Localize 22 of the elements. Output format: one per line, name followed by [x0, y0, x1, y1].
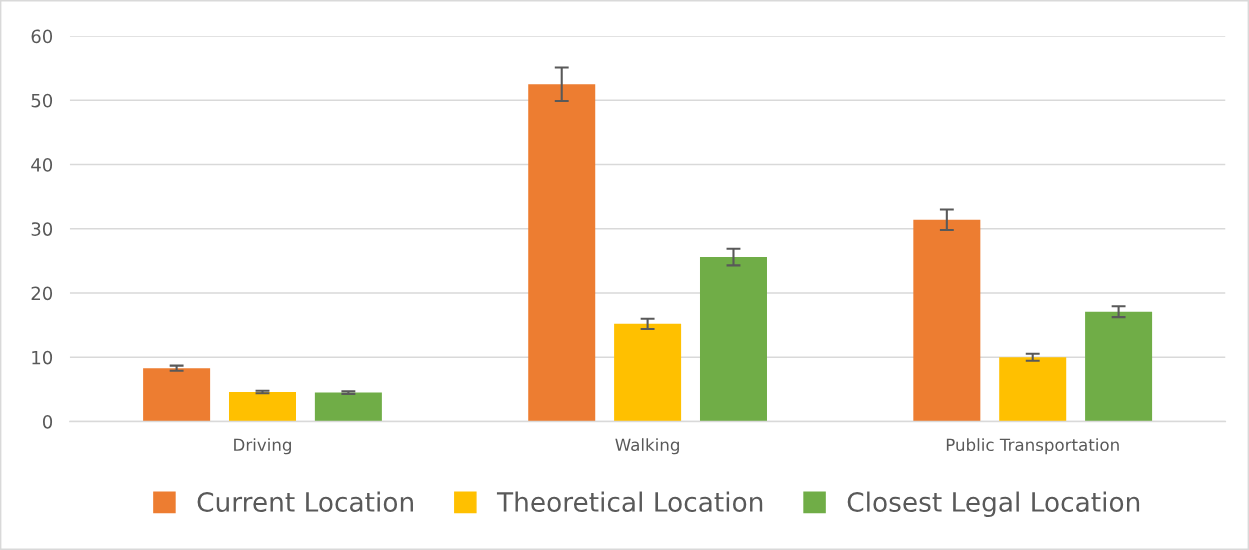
legend-label: Closest Legal Location [847, 491, 1140, 518]
bar [614, 323, 682, 422]
bar [228, 391, 296, 422]
y-tick-label: 60 [31, 29, 53, 44]
y-tick-label: 10 [32, 350, 53, 365]
y-tick-label: 20 [31, 286, 53, 301]
legend-label: Theoretical Location [496, 491, 763, 512]
legend-label: Current Location [197, 491, 413, 512]
y-tick-label: 40 [31, 157, 53, 172]
bar [143, 368, 211, 422]
bar [999, 357, 1067, 422]
y-tick-label: 30 [31, 222, 53, 236]
x-tick-label: Walking [615, 438, 679, 455]
x-tick-label: Public Transportation [946, 438, 1119, 455]
x-tick-label: Driving [234, 438, 291, 455]
y-tick-label: 50 [31, 93, 53, 108]
bar [314, 392, 382, 422]
bar [699, 257, 767, 422]
bar [1085, 311, 1153, 422]
bar [913, 219, 981, 422]
y-tick-label: 0 [42, 414, 53, 429]
bar [528, 84, 596, 422]
